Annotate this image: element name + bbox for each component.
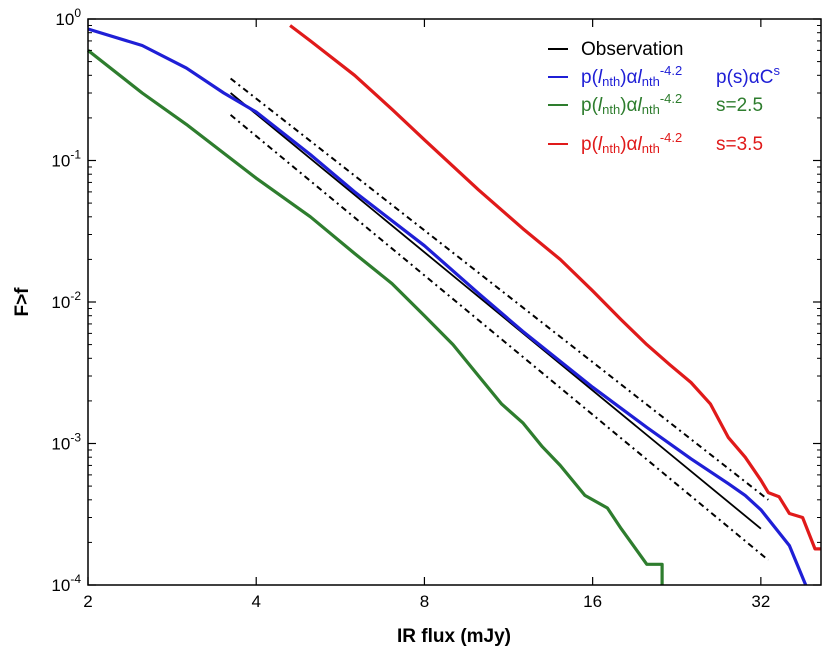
y-tick-label: 10-4 (51, 572, 81, 595)
series-layer (87, 24, 821, 586)
lower-bound-line (229, 114, 769, 561)
legend: Observation p(lnth)αlnth-4.2 p(s)αCs p(ln… (548, 39, 780, 156)
legend-label-blue: p(lnth)αlnth-4.2 p(s)αCs (581, 63, 780, 89)
y-tick-label: 10-1 (51, 148, 81, 171)
legend-label-red: p(lnth)αlnth-4.2 s=3.5 (581, 130, 763, 156)
observation-line (230, 92, 762, 530)
blue-series-line (87, 27, 808, 586)
x-tick-label: 4 (251, 592, 260, 611)
upper-bound-line (229, 77, 769, 501)
y-tick-label: 10-3 (51, 431, 81, 454)
x-tick-label: 8 (420, 592, 429, 611)
ticks-layer: 2 4 8 16 32 100 10-1 10-2 10-3 10-4 (51, 6, 821, 611)
green-series-line (87, 49, 664, 585)
legend-label-green: p(lnth)αlnth-4.2 s=2.5 (581, 91, 763, 117)
x-axis-title: IR flux (mJy) (397, 626, 511, 647)
y-tick-label: 100 (55, 6, 81, 29)
x-tick-label: 16 (583, 592, 602, 611)
y-axis-title: F>f (12, 287, 33, 317)
x-tick-label: 2 (83, 592, 92, 611)
plot-area (88, 19, 821, 585)
y-tick-label: 10-2 (51, 289, 81, 312)
legend-label-observation: Observation (581, 39, 683, 60)
x-tick-label: 32 (751, 592, 770, 611)
red-series-line (289, 24, 821, 551)
plot-frame (87, 18, 822, 586)
